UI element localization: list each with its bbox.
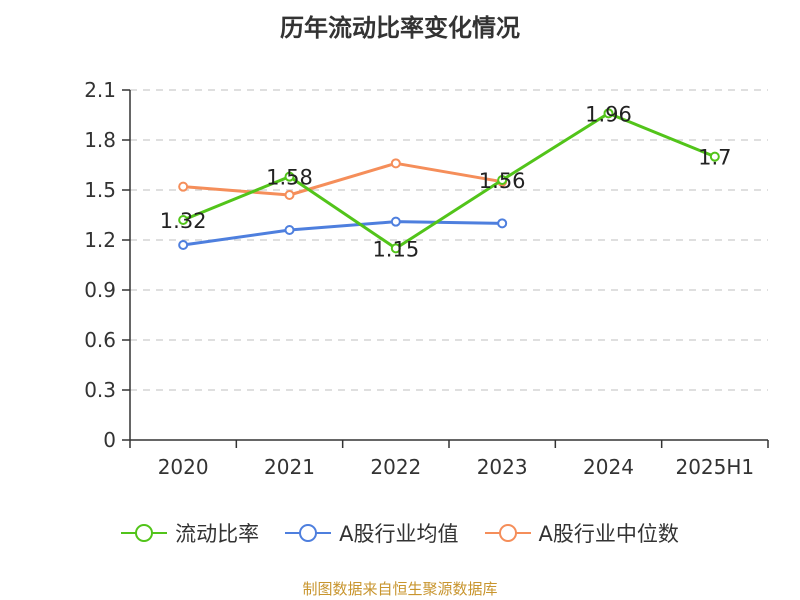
x-tick-label: 2025H1 <box>675 455 754 479</box>
legend-label: A股行业中位数 <box>538 522 679 546</box>
legend-item-current-ratio[interactable]: 流动比率 <box>121 518 259 548</box>
x-tick-label: 2024 <box>583 455 634 479</box>
series-line <box>183 161 503 197</box>
data-label: 1.32 <box>160 209 207 233</box>
data-point <box>178 240 189 250</box>
data-label: 1.7 <box>698 146 731 170</box>
y-tick-label: 1.2 <box>84 228 116 252</box>
data-label: 1.96 <box>585 102 632 126</box>
y-tick-label: 0.9 <box>84 278 116 302</box>
data-point <box>178 181 189 192</box>
data-point <box>390 158 401 169</box>
series-line <box>182 220 503 247</box>
legend-item-industry-mean[interactable]: A股行业均值 <box>285 518 459 548</box>
legend-label: 流动比率 <box>175 522 260 546</box>
data-point <box>284 190 295 200</box>
data-point <box>178 215 189 225</box>
x-tick-label: 2022 <box>370 455 421 479</box>
legend-marker-icon <box>484 524 531 542</box>
data-point <box>497 218 508 229</box>
data-point <box>284 171 295 182</box>
data-label: 1.58 <box>266 166 313 190</box>
x-tick-label: 2020 <box>158 455 209 479</box>
data-label: 1.15 <box>372 237 419 261</box>
legend-marker-icon <box>285 524 332 542</box>
data-point <box>497 175 508 185</box>
data-point <box>390 243 401 254</box>
data-label: 1.56 <box>479 169 526 193</box>
chart-title: 历年流动比率变化情况 <box>280 14 520 42</box>
legend-marker-icon <box>121 524 168 542</box>
x-tick-label: 2023 <box>477 455 528 479</box>
x-tick-label: 2021 <box>264 455 315 479</box>
legend-label: A股行业均值 <box>339 522 459 546</box>
legend-item-industry-median[interactable]: A股行业中位数 <box>484 518 679 548</box>
y-tick-label: 2.1 <box>84 78 116 102</box>
source-note: 制图数据来自恒生聚源数据库 <box>302 580 498 598</box>
y-tick-label: 0.6 <box>84 328 116 352</box>
y-tick-label: 0.3 <box>84 378 116 402</box>
legend: 流动比率 A股行业均值 A股行业中位数 <box>0 518 800 548</box>
data-point <box>284 225 295 235</box>
series-line <box>182 111 716 250</box>
data-point <box>390 216 401 227</box>
y-tick-label: 1.8 <box>84 128 116 152</box>
data-point <box>709 151 720 162</box>
y-tick-label: 1.5 <box>84 178 116 202</box>
y-tick-label: 0 <box>103 428 116 452</box>
data-point <box>603 108 614 119</box>
